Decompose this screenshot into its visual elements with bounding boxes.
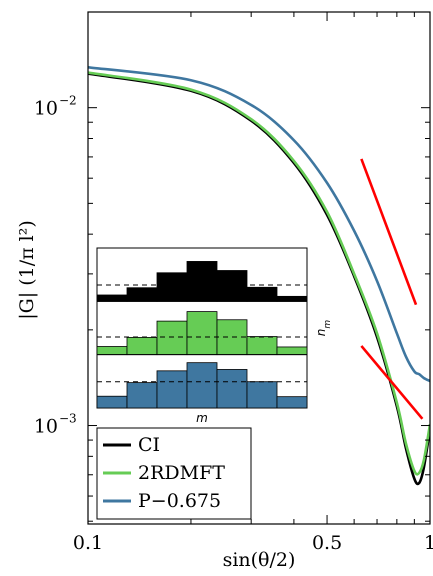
legend: CI 2RDMFT P−0.675 (96, 427, 252, 520)
legend-label-2: P−0.675 (138, 490, 221, 512)
inset-bar (186, 362, 218, 409)
y-tick-exponent: −3 (59, 412, 77, 426)
inset-y-label: nm (314, 320, 333, 337)
series-line-1 (88, 71, 430, 476)
inset-bar (276, 396, 308, 409)
inset-bar (96, 294, 128, 302)
series-layer (88, 65, 430, 486)
inset-bar (246, 286, 278, 302)
x-tick-label: 0.5 (312, 532, 342, 554)
inset-bar (126, 382, 158, 409)
inset-y-label-subscript: m (323, 320, 333, 329)
x-axis-label: sin(θ/2) (223, 549, 296, 571)
inset-x-label: m (196, 411, 208, 425)
inset-bar (246, 381, 278, 409)
axis-ticks: 0.1 0.5 110−310−2 (34, 11, 433, 554)
legend-label-0: CI (138, 434, 160, 456)
inset-bar (156, 320, 188, 356)
legend-label-1: 2RDMFT (138, 462, 225, 484)
inset-bar (186, 311, 218, 356)
x-tick-label: 0.1 (73, 532, 103, 554)
plot-frame (87, 11, 431, 525)
x-tick-label: 1 (424, 532, 433, 554)
reference-lines (360, 158, 424, 420)
inset-bar (126, 287, 158, 302)
inset-bar (186, 261, 218, 302)
y-tick-label: 10 (34, 98, 58, 120)
inset-bar (216, 270, 248, 302)
inset-bar (276, 346, 308, 356)
plot-area: 0.1 0.5 110−310−2 (34, 11, 433, 554)
series-line-2 (88, 65, 430, 383)
inset-bar (156, 272, 188, 302)
inset-bar (216, 369, 248, 409)
inset-chart: mnm (96, 247, 333, 425)
inset-bar (276, 295, 308, 302)
y-axis-label: |G| (1/π l²) (16, 220, 38, 320)
inset-bar (246, 336, 278, 356)
inset-bar (96, 395, 128, 409)
reference-line-1 (360, 345, 424, 420)
inset-bar (126, 337, 158, 356)
reference-line-0 (360, 158, 418, 306)
inset-bar (156, 370, 188, 409)
inset-bar (96, 346, 128, 356)
y-tick-label: 10 (34, 416, 58, 438)
y-tick-exponent: −2 (59, 94, 77, 108)
